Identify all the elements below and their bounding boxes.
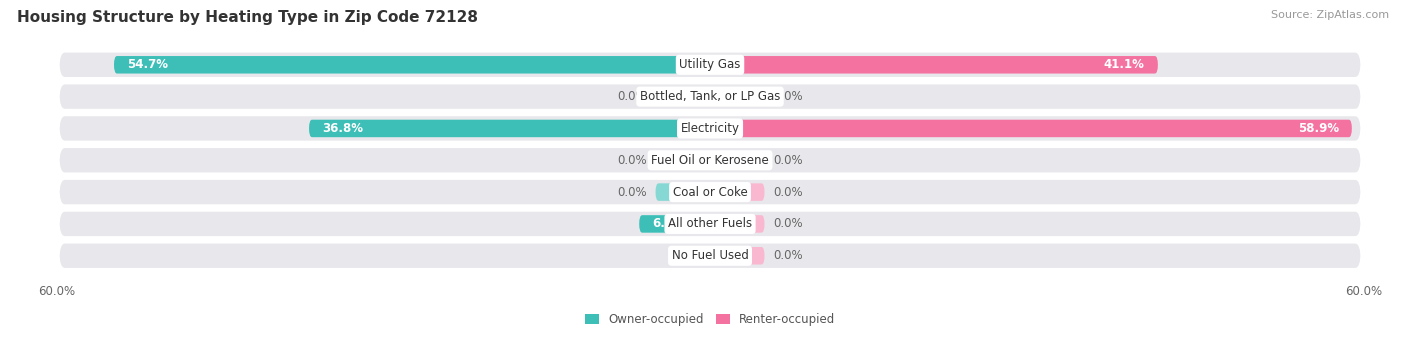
Text: Electricity: Electricity xyxy=(681,122,740,135)
FancyBboxPatch shape xyxy=(59,116,1361,140)
FancyBboxPatch shape xyxy=(59,212,1361,236)
Text: Housing Structure by Heating Type in Zip Code 72128: Housing Structure by Heating Type in Zip… xyxy=(17,10,478,25)
FancyBboxPatch shape xyxy=(59,85,1361,109)
Text: 0.0%: 0.0% xyxy=(773,90,803,103)
FancyBboxPatch shape xyxy=(710,151,765,169)
Text: 0.0%: 0.0% xyxy=(773,186,803,198)
FancyBboxPatch shape xyxy=(710,215,765,233)
Text: 0.0%: 0.0% xyxy=(773,249,803,262)
Text: 0.0%: 0.0% xyxy=(773,154,803,167)
FancyBboxPatch shape xyxy=(59,148,1361,173)
FancyBboxPatch shape xyxy=(59,53,1361,77)
Text: Utility Gas: Utility Gas xyxy=(679,58,741,71)
Text: 0.0%: 0.0% xyxy=(617,90,647,103)
Text: 0.0%: 0.0% xyxy=(773,218,803,231)
FancyBboxPatch shape xyxy=(689,247,710,265)
FancyBboxPatch shape xyxy=(640,215,710,233)
FancyBboxPatch shape xyxy=(655,151,710,169)
Legend: Owner-occupied, Renter-occupied: Owner-occupied, Renter-occupied xyxy=(585,313,835,326)
FancyBboxPatch shape xyxy=(710,120,1351,137)
Text: Source: ZipAtlas.com: Source: ZipAtlas.com xyxy=(1271,10,1389,20)
Text: 58.9%: 58.9% xyxy=(1298,122,1339,135)
FancyBboxPatch shape xyxy=(59,180,1361,204)
FancyBboxPatch shape xyxy=(114,56,710,74)
FancyBboxPatch shape xyxy=(309,120,710,137)
Text: 41.1%: 41.1% xyxy=(1104,58,1144,71)
Text: Coal or Coke: Coal or Coke xyxy=(672,186,748,198)
FancyBboxPatch shape xyxy=(710,88,765,105)
Text: Fuel Oil or Kerosene: Fuel Oil or Kerosene xyxy=(651,154,769,167)
Text: No Fuel Used: No Fuel Used xyxy=(672,249,748,262)
Text: 0.0%: 0.0% xyxy=(617,186,647,198)
Text: 0.0%: 0.0% xyxy=(617,154,647,167)
Text: 36.8%: 36.8% xyxy=(322,122,363,135)
Text: 6.5%: 6.5% xyxy=(652,218,685,231)
FancyBboxPatch shape xyxy=(710,183,765,201)
Text: Bottled, Tank, or LP Gas: Bottled, Tank, or LP Gas xyxy=(640,90,780,103)
FancyBboxPatch shape xyxy=(655,88,710,105)
Text: 2.0%: 2.0% xyxy=(702,249,734,262)
Text: 54.7%: 54.7% xyxy=(127,58,169,71)
FancyBboxPatch shape xyxy=(59,243,1361,268)
FancyBboxPatch shape xyxy=(710,247,765,265)
Text: All other Fuels: All other Fuels xyxy=(668,218,752,231)
FancyBboxPatch shape xyxy=(710,56,1159,74)
FancyBboxPatch shape xyxy=(655,183,710,201)
